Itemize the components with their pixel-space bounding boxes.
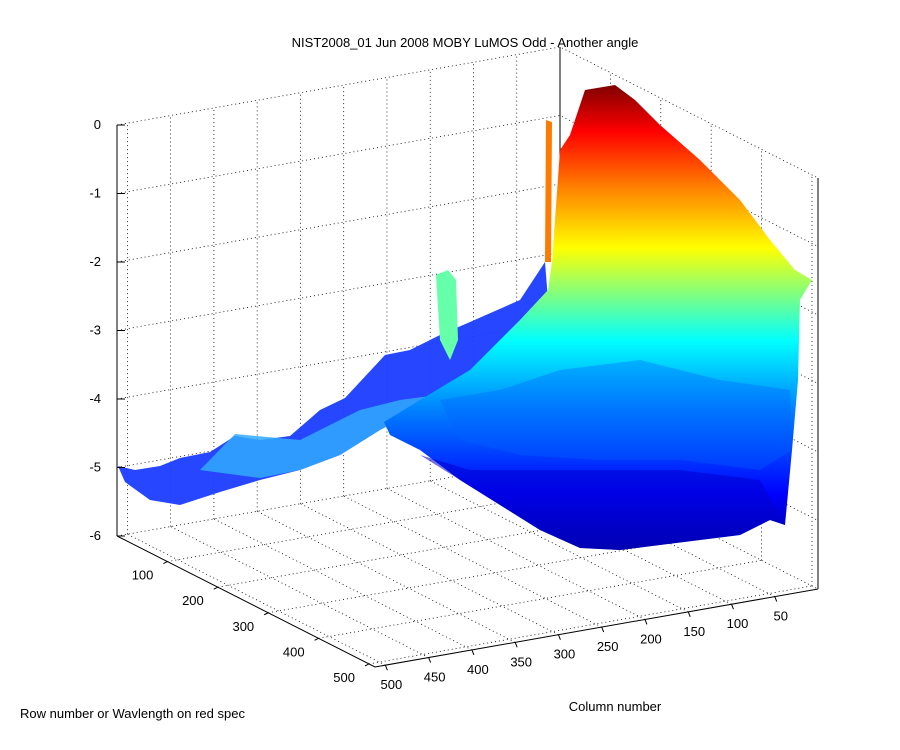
z-tick-label: -3 <box>89 323 101 338</box>
x-tick-mark <box>557 634 561 640</box>
x-tick-mark <box>601 626 605 633</box>
y-tick-mark <box>213 586 219 590</box>
y-floor-gridline <box>167 483 611 562</box>
z-tick-label: -4 <box>89 391 101 406</box>
x-tick-label: 300 <box>554 647 576 662</box>
z-tick-label: -2 <box>89 254 101 269</box>
y-tick-mark <box>163 561 168 565</box>
y-tick-label: 100 <box>132 568 154 583</box>
surface <box>118 85 812 550</box>
y-tick-mark <box>314 637 319 641</box>
surface-shadow <box>420 455 785 550</box>
x-tick-label: 50 <box>774 609 788 624</box>
x-tick-label: 400 <box>467 662 489 677</box>
x-floor-gridline <box>343 495 602 628</box>
x-tick-mark <box>731 604 734 610</box>
x-floor-gridline <box>300 503 559 636</box>
surface-midtone <box>440 360 792 470</box>
y-floor-gridline <box>268 534 712 614</box>
z-tick-label: 0 <box>94 117 101 132</box>
y-tick-label: 400 <box>283 644 305 659</box>
x-tick-mark <box>774 596 778 602</box>
y-floor-gridline <box>318 559 762 639</box>
chart-title: NIST2008_01 Jun 2008 MOBY LuMOS Odd - An… <box>292 35 639 50</box>
x-tick-labels: 50 100 150 200 250 300 350 400 450 500 <box>381 596 788 692</box>
x-tick-label: 250 <box>597 639 619 654</box>
surface-back-ridge-light <box>200 300 548 478</box>
x-tick-mark <box>428 657 432 663</box>
x-tick-label: 450 <box>424 670 446 685</box>
surface-edge-spike <box>545 120 552 262</box>
z-tick-labels: 0 -1 -2 -3 -4 -5 -6 <box>89 117 125 543</box>
x-tick-label: 350 <box>510 654 532 669</box>
y-tick-labels: 100 200 300 400 500 <box>132 561 370 685</box>
z-tick-label: -5 <box>89 460 101 475</box>
y-floor-gridline <box>217 508 661 588</box>
x-floor-gridline <box>256 510 516 643</box>
x-tick-mark <box>644 619 648 625</box>
x-axis-label: Column number <box>569 699 662 714</box>
z-tick-label: -1 <box>89 186 101 201</box>
x-tick-label: 200 <box>640 631 662 646</box>
y-tick-label: 500 <box>333 670 355 685</box>
x-floor-gridline <box>127 533 386 666</box>
y-floor-gridline <box>368 585 813 665</box>
x-tick-mark <box>384 664 388 671</box>
x-floor-gridline <box>213 518 473 651</box>
z-gridline <box>116 46 819 179</box>
y-tick-mark <box>263 612 269 616</box>
x-floor-gridline <box>430 480 689 613</box>
z-tick-label: -6 <box>89 528 101 543</box>
x-tick-label: 150 <box>683 624 705 639</box>
floor-front-edges <box>116 535 819 668</box>
x-floor-gridline <box>386 488 646 620</box>
x-tick-mark <box>471 649 475 656</box>
y-tick-label: 200 <box>182 593 204 608</box>
y-tick-label: 300 <box>232 619 254 634</box>
surface-spike <box>436 270 458 360</box>
x-floor-gridline <box>170 526 429 658</box>
y-axis-label: Row number or Wavlength on red spec <box>20 706 245 721</box>
x-tick-label: 500 <box>381 677 403 692</box>
x-tick-mark <box>687 611 691 618</box>
surface-main-sheet <box>384 85 812 550</box>
y-tick-mark <box>364 663 370 667</box>
x-tick-label: 100 <box>727 616 749 631</box>
x-tick-mark <box>514 642 518 648</box>
